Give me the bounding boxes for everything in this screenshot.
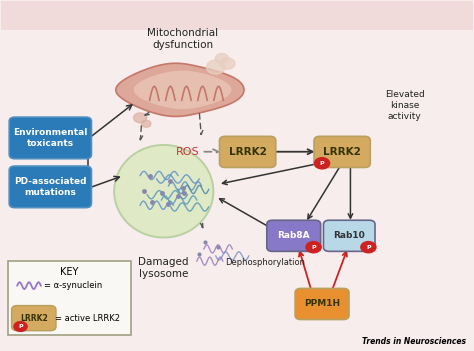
FancyBboxPatch shape bbox=[8, 261, 131, 335]
FancyBboxPatch shape bbox=[0, 1, 474, 31]
Text: LRRK2: LRRK2 bbox=[228, 147, 266, 157]
Circle shape bbox=[206, 60, 225, 74]
FancyBboxPatch shape bbox=[219, 136, 276, 167]
Text: P: P bbox=[320, 161, 324, 166]
Circle shape bbox=[215, 53, 228, 63]
Text: = active LRRK2: = active LRRK2 bbox=[55, 314, 120, 323]
FancyBboxPatch shape bbox=[9, 166, 91, 208]
Text: Rab8A: Rab8A bbox=[277, 231, 310, 240]
Text: = α-synuclein: = α-synuclein bbox=[44, 281, 102, 290]
Polygon shape bbox=[134, 71, 232, 109]
Text: KEY: KEY bbox=[60, 267, 78, 277]
Circle shape bbox=[220, 58, 235, 69]
Circle shape bbox=[361, 241, 376, 253]
Text: Mitochondrial
dysfunction: Mitochondrial dysfunction bbox=[147, 28, 218, 50]
FancyBboxPatch shape bbox=[295, 289, 349, 319]
Text: P: P bbox=[311, 245, 316, 250]
Text: Dephosphorylation: Dephosphorylation bbox=[225, 258, 305, 267]
Circle shape bbox=[315, 158, 329, 169]
Text: Elevated
kinase
activity: Elevated kinase activity bbox=[385, 90, 425, 121]
Circle shape bbox=[134, 113, 147, 123]
Text: LRRK2: LRRK2 bbox=[323, 147, 361, 157]
Circle shape bbox=[306, 241, 321, 253]
FancyBboxPatch shape bbox=[267, 220, 320, 251]
Text: LRRK2: LRRK2 bbox=[20, 314, 48, 323]
FancyBboxPatch shape bbox=[314, 136, 370, 167]
Circle shape bbox=[14, 322, 27, 331]
Text: PD-associated
mutations: PD-associated mutations bbox=[14, 177, 87, 197]
FancyBboxPatch shape bbox=[11, 306, 56, 331]
Text: Trends in Neurosciences: Trends in Neurosciences bbox=[362, 337, 466, 346]
Text: PPM1H: PPM1H bbox=[304, 299, 340, 309]
Text: P: P bbox=[366, 245, 371, 250]
Circle shape bbox=[142, 120, 151, 127]
Ellipse shape bbox=[114, 145, 213, 238]
Text: Rab10: Rab10 bbox=[333, 231, 365, 240]
Text: ROS: ROS bbox=[175, 147, 199, 157]
Polygon shape bbox=[116, 63, 244, 117]
Text: Environmental
toxicants: Environmental toxicants bbox=[13, 128, 88, 148]
FancyBboxPatch shape bbox=[323, 220, 375, 251]
FancyBboxPatch shape bbox=[9, 117, 91, 159]
Text: P: P bbox=[18, 324, 23, 329]
Text: Damaged
lysosome: Damaged lysosome bbox=[138, 257, 189, 279]
